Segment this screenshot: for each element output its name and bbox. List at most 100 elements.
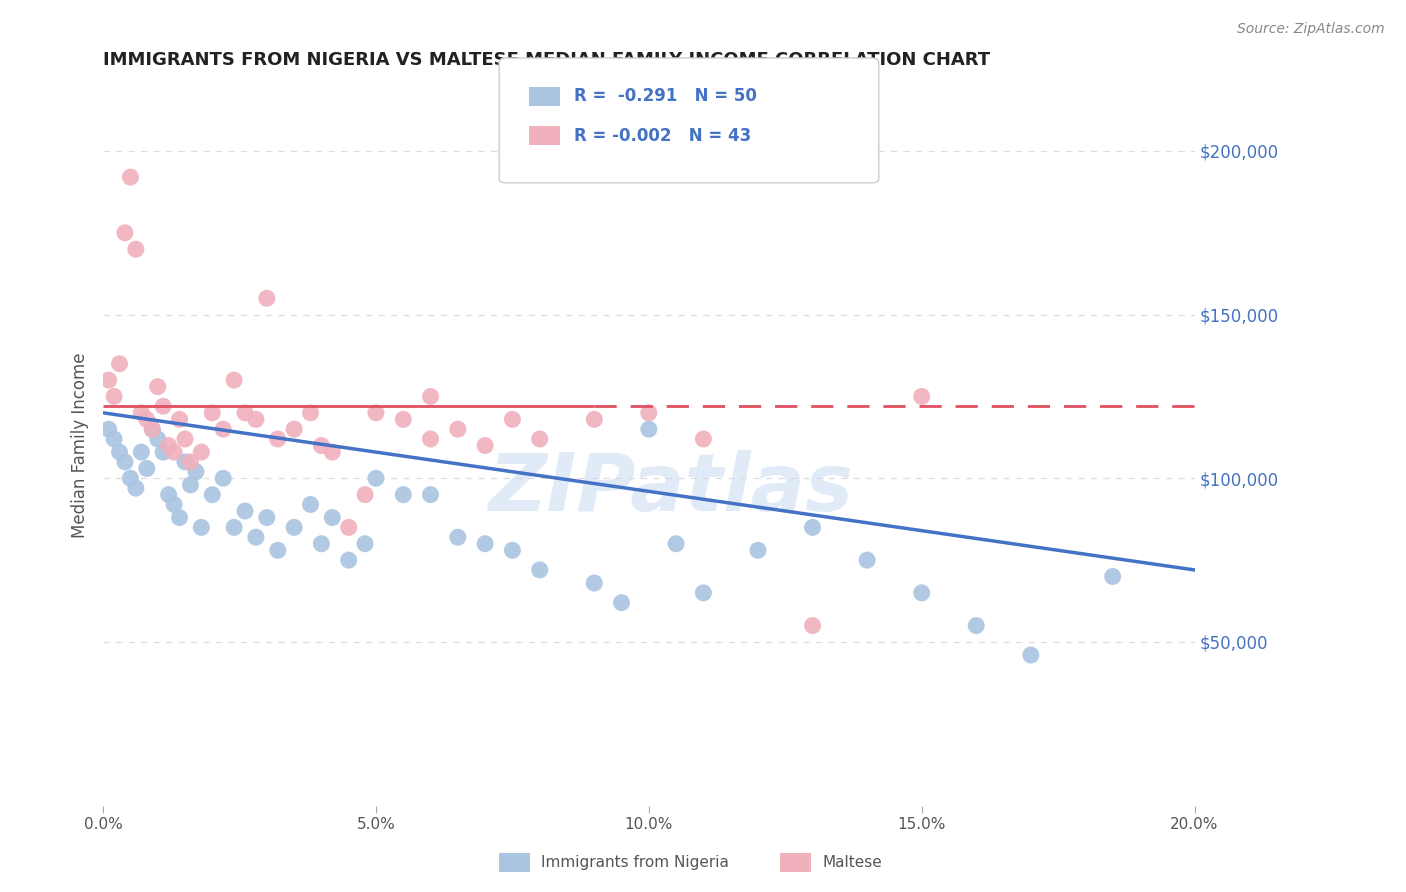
Point (152, 399, 174, 413)
Point (141, 422, 163, 436)
Point (256, 291, 278, 305)
Point (190, 520, 212, 534)
Text: Source: ZipAtlas.com: Source: ZipAtlas.com (1237, 22, 1385, 37)
Point (321, 445, 343, 459)
Point (245, 530, 267, 544)
Text: R = -0.002   N = 43: R = -0.002 N = 43 (574, 127, 751, 145)
Point (157, 488, 180, 502)
Point (163, 498, 186, 512)
Point (911, 389, 934, 403)
Point (125, 242, 148, 256)
Point (267, 432, 290, 446)
Point (97, 373, 120, 387)
Point (190, 445, 212, 459)
Point (135, 461, 157, 475)
Text: ZIPatlas: ZIPatlas (488, 450, 853, 528)
Point (337, 520, 360, 534)
Y-axis label: Median Family Income: Median Family Income (72, 353, 89, 538)
Point (201, 488, 224, 502)
Point (245, 412, 267, 426)
Point (637, 422, 659, 436)
Text: R =  -0.291   N = 50: R = -0.291 N = 50 (574, 87, 756, 105)
Point (179, 478, 201, 492)
Point (311, 438, 333, 452)
Point (152, 445, 174, 459)
Point (583, 412, 606, 426)
Point (911, 586, 934, 600)
Point (665, 537, 688, 551)
Point (267, 543, 290, 558)
Point (501, 412, 523, 426)
Point (419, 432, 441, 446)
Point (1101, 569, 1123, 583)
Point (212, 422, 235, 436)
Point (163, 445, 186, 459)
Point (125, 481, 148, 495)
Point (364, 471, 387, 485)
Point (392, 488, 415, 502)
Point (108, 445, 131, 459)
Point (233, 504, 256, 518)
Point (146, 432, 169, 446)
Point (392, 412, 415, 426)
Point (97, 422, 120, 436)
Point (610, 596, 633, 610)
Point (135, 412, 157, 426)
Point (501, 543, 523, 558)
Point (103, 432, 125, 446)
Point (637, 406, 659, 420)
Point (692, 432, 714, 446)
Point (354, 537, 377, 551)
Point (108, 357, 131, 371)
Point (256, 510, 278, 524)
Point (222, 373, 245, 387)
Point (184, 465, 207, 479)
Point (141, 422, 163, 436)
Point (103, 389, 125, 403)
Point (801, 520, 824, 534)
Point (354, 488, 377, 502)
Point (321, 510, 343, 524)
Point (299, 498, 322, 512)
Text: IMMIGRANTS FROM NIGERIA VS MALTESE MEDIAN FAMILY INCOME CORRELATION CHART: IMMIGRANTS FROM NIGERIA VS MALTESE MEDIA… (103, 51, 990, 69)
Point (114, 455, 136, 469)
Point (474, 438, 496, 452)
Point (474, 537, 496, 551)
Point (212, 471, 235, 485)
Text: Immigrants from Nigeria: Immigrants from Nigeria (541, 855, 730, 870)
Point (364, 406, 387, 420)
Point (131, 445, 153, 459)
Point (120, 170, 142, 185)
Point (529, 563, 551, 577)
Point (169, 510, 191, 524)
Point (283, 422, 305, 436)
Point (146, 379, 169, 393)
Point (222, 520, 245, 534)
Point (174, 432, 197, 446)
Point (529, 432, 551, 446)
Point (169, 412, 191, 426)
Point (120, 471, 142, 485)
Point (233, 406, 256, 420)
Point (1019, 648, 1042, 662)
Point (283, 520, 305, 534)
Point (337, 553, 360, 567)
Text: Maltese: Maltese (823, 855, 882, 870)
Point (447, 422, 470, 436)
Point (299, 406, 322, 420)
Point (801, 618, 824, 632)
Point (419, 389, 441, 403)
Point (965, 618, 987, 632)
Point (131, 406, 153, 420)
Point (856, 553, 879, 567)
Point (179, 455, 201, 469)
Point (311, 537, 333, 551)
Point (114, 226, 136, 240)
Point (583, 576, 606, 591)
Point (692, 586, 714, 600)
Point (174, 455, 197, 469)
Point (201, 406, 224, 420)
Point (419, 488, 441, 502)
Point (447, 530, 470, 544)
Point (747, 543, 769, 558)
